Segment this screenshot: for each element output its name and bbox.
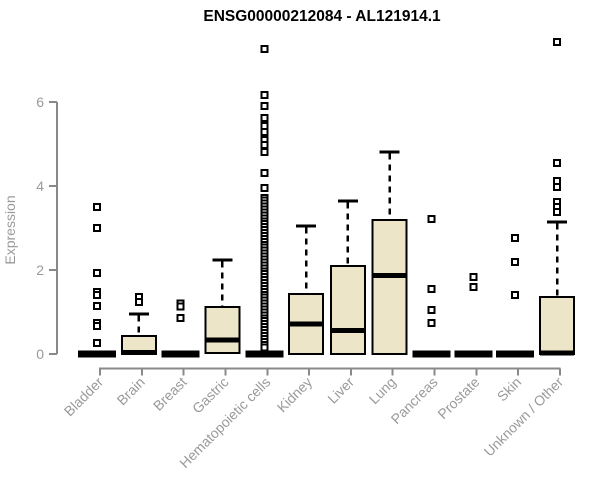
boxplot-group-liver [329,199,366,355]
boxplot-group-bladder [78,203,116,358]
outlier-bladder [93,339,101,348]
x-category-label-prostate: Prostate [434,374,482,422]
x-category-label-liver: Liver [324,374,357,407]
box-unknown-other [539,295,575,356]
outlier-skin [511,234,520,243]
median-gastric [205,337,240,343]
outlier-hematopoietic-cells [260,113,269,122]
y-tick-label: 6 [36,94,44,110]
outlier-hematopoietic-cells [260,140,269,149]
boxplot-group-prostate [454,273,493,358]
outlier-unknown-other [553,37,561,46]
collapsed-box-hematopoietic-cells [245,350,284,358]
outlier-pancreas [427,318,436,327]
outlier-skin [511,258,520,267]
outlier-pancreas [427,215,436,224]
y-tick-label: 2 [36,262,44,278]
box-lung [371,219,408,355]
boxplot-group-unknown-other [539,37,575,356]
outlier-prostate [469,273,478,282]
boxplot-group-brain [120,292,157,356]
outlier-bladder [93,224,101,232]
outlier-unknown-other [553,208,561,217]
boxplot-group-kidney [288,224,325,356]
boxplot-group-hematopoietic-cells [245,45,284,358]
outlier-hematopoietic-cells [260,184,269,193]
box-liver [329,264,366,355]
outlier-pancreas [427,305,436,314]
outlier-pancreas [427,284,436,293]
x-category-label-kidney: Kidney [274,374,316,416]
median-unknown-other [540,350,574,356]
median-brain [121,350,156,356]
boxplot-group-pancreas [412,215,451,358]
median-liver [330,327,365,333]
outlier-hematopoietic-cells [260,90,269,99]
y-axis-label: Expression [2,195,18,264]
collapsed-box-prostate [454,350,493,358]
x-category-label-unknown-other: Unknown / Other [481,374,567,460]
outlier-hematopoietic-cells [260,168,269,177]
median-lung [372,272,407,278]
median-kidney [289,321,324,327]
chart-title: ENSG00000212084 - AL121914.1 [203,8,441,25]
boxplot-group-gastric [204,258,241,355]
outlier-hematopoietic-cells [260,102,269,111]
x-category-label-bladder: Bladder [61,374,107,420]
boxplot-group-breast [161,299,200,358]
outlier-hematopoietic-cells [260,45,269,54]
outlier-skin [511,291,520,300]
outlier-unknown-other [553,182,561,191]
x-category-label-skin: Skin [494,374,525,405]
outlier-hematopoietic-cells [260,127,269,136]
outlier-hematopoietic-cells [260,343,269,352]
box-gastric [204,305,241,355]
outlier-breast [176,302,185,311]
outlier-bladder [93,203,101,211]
y-tick-label: 4 [36,178,44,194]
collapsed-box-pancreas [412,350,451,358]
outlier-bladder [93,268,101,277]
outlier-bladder [93,291,101,300]
x-category-label-lung: Lung [366,374,399,407]
boxplot-group-skin [496,234,535,358]
boxplot-group-lung [371,150,408,355]
outlier-unknown-other [553,158,561,167]
outlier-brain [134,297,143,306]
outlier-prostate [469,282,478,291]
collapsed-box-skin [496,350,535,358]
collapsed-box-breast [161,350,200,358]
outlier-bladder [93,302,101,311]
x-category-label-breast: Breast [150,374,190,414]
x-category-label-brain: Brain [114,374,148,408]
outlier-bladder [93,321,101,330]
collapsed-box-bladder [78,350,116,358]
outlier-breast [176,313,185,322]
y-tick-label: 0 [36,346,44,362]
outlier-hematopoietic-cells [260,147,269,156]
